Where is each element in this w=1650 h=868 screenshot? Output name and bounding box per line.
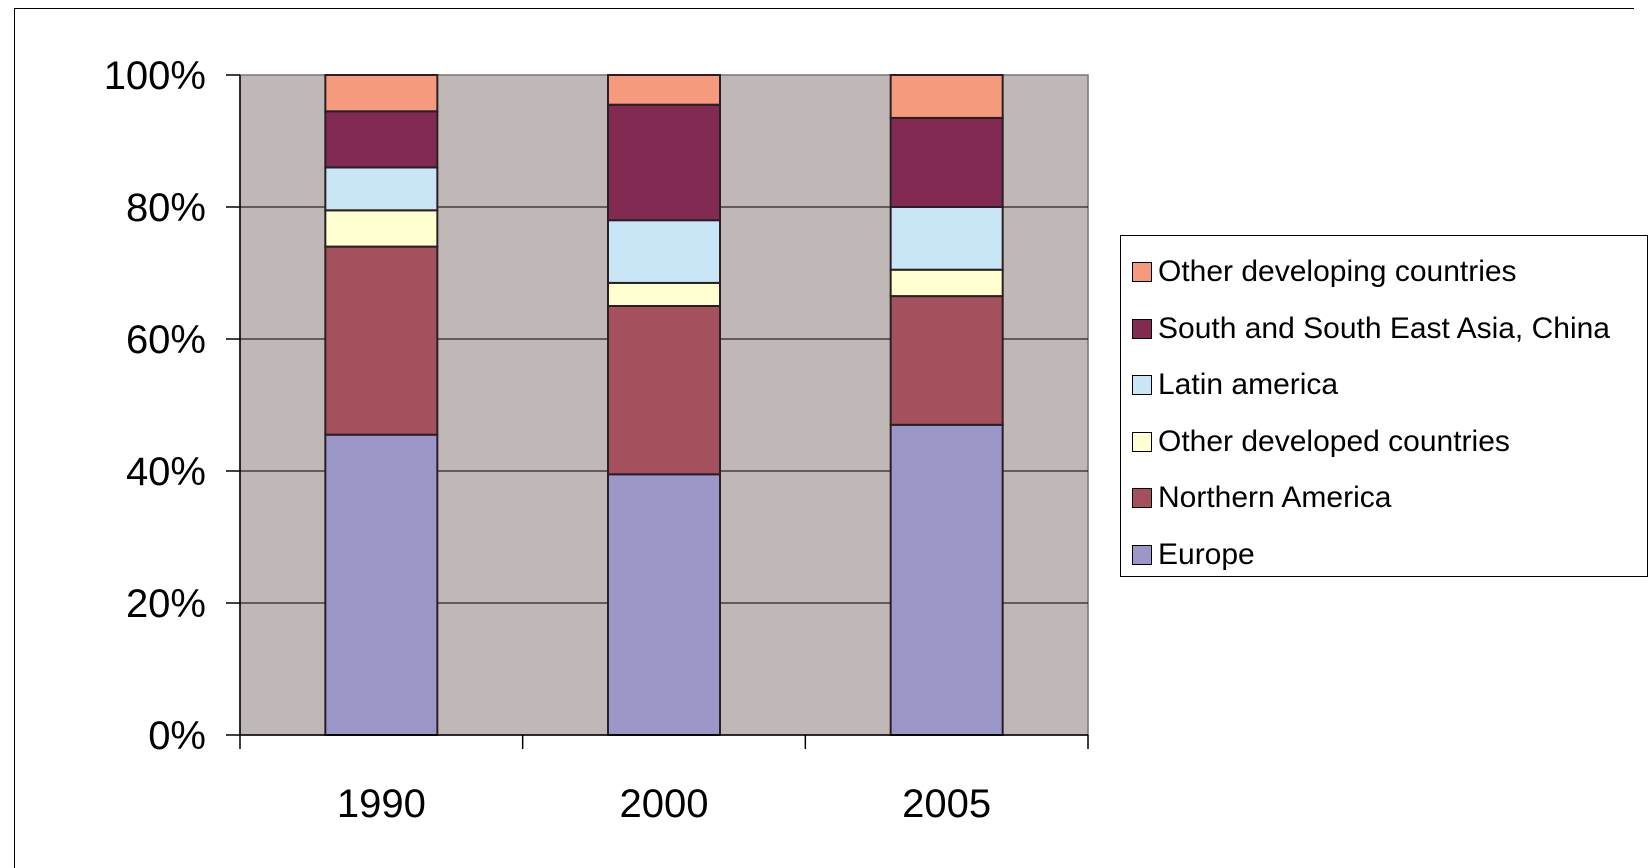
bar-segment [324, 166, 439, 212]
bar-segment [607, 74, 721, 106]
legend-item: Latin america [1121, 357, 1647, 414]
legend-label: Latin america [1158, 368, 1339, 402]
legend-label: Europe [1158, 537, 1255, 571]
legend-swatch [1132, 544, 1152, 565]
bar-segment [889, 295, 1004, 426]
legend-swatch [1132, 318, 1152, 339]
bar-segment [889, 268, 1004, 298]
legend-swatch [1132, 431, 1152, 452]
legend-item: Other developing countries [1121, 244, 1647, 301]
legend-item: South and South East Asia, China [1121, 301, 1647, 358]
bar-segment [889, 206, 1004, 271]
bar-segment [607, 473, 721, 736]
bar-segment [607, 103, 721, 222]
x-tick-label: 1990 [337, 782, 426, 826]
y-tick-label: 20% [126, 582, 206, 626]
legend-label: Other developed countries [1158, 424, 1510, 458]
legend-item: Northern America [1121, 470, 1647, 527]
x-tick-label: 2000 [620, 782, 709, 826]
bars [324, 74, 1004, 736]
x-tick-labels: 1990 2000 2005 [337, 782, 991, 826]
bar-segment [889, 423, 1004, 736]
x-tick-label: 2005 [902, 782, 991, 826]
bar-segment [607, 219, 721, 284]
bar-segment [607, 305, 721, 476]
bar-segment [324, 74, 439, 113]
y-tick-label: 80% [126, 186, 206, 230]
axes [226, 74, 1089, 749]
chart-frame [14, 8, 1634, 868]
y-tick-labels: 0% 20% 40% 60% 80% 100% [104, 54, 206, 758]
legend-label: Other developing countries [1158, 255, 1517, 289]
legend: Other developing countries South and Sout… [1120, 235, 1648, 577]
bar-segment [607, 281, 721, 307]
bar-segment [889, 116, 1004, 208]
legend-swatch [1132, 375, 1152, 396]
legend-swatch [1132, 262, 1152, 283]
bar-segment [324, 433, 439, 736]
legend-item: Other developed countries [1121, 414, 1647, 471]
y-tick-label: 40% [126, 450, 206, 494]
legend-item: Europe [1121, 527, 1647, 584]
bar-segment [324, 245, 439, 436]
y-tick-label: 100% [104, 54, 206, 98]
bar-segment [889, 74, 1004, 119]
y-tick-label: 0% [148, 714, 206, 758]
legend-label: South and South East Asia, China [1158, 311, 1610, 345]
legend-label: Northern America [1158, 481, 1392, 515]
y-tick-label: 60% [126, 318, 206, 362]
bar-segment [324, 209, 439, 248]
legend-swatch [1132, 488, 1152, 509]
bar-segment [324, 110, 439, 169]
